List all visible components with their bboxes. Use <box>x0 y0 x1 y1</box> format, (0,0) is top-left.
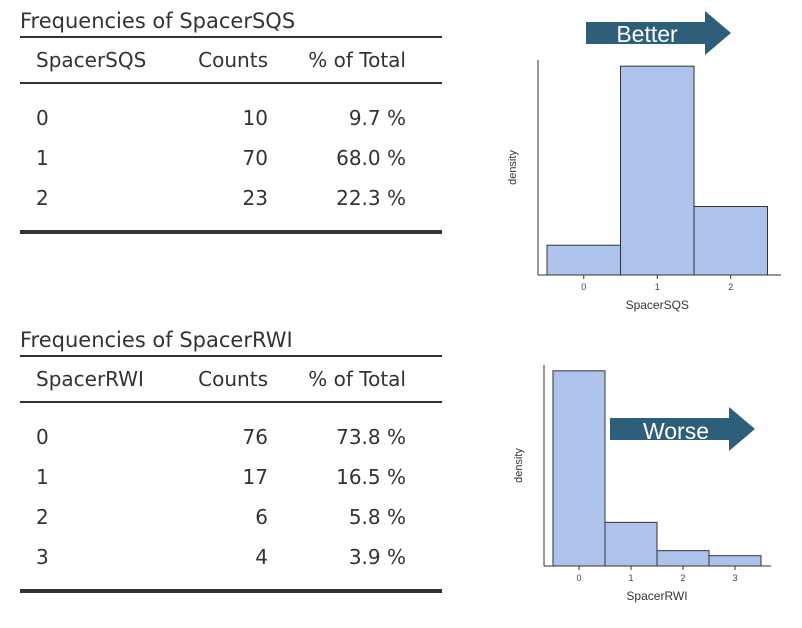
histogram-bar <box>604 521 658 567</box>
worse-arrow: Worse <box>609 406 759 456</box>
table-row: 0 10 9.7 % <box>20 98 442 138</box>
table-title: Frequencies of SpacerSQS <box>20 9 296 33</box>
table-row: 3 4 3.9 % <box>20 537 442 577</box>
table-header-row: SpacerRWI Counts % of Total <box>20 356 442 402</box>
cell-level: 2 <box>36 186 49 210</box>
y-axis-label: density <box>507 150 519 185</box>
cell-level: 1 <box>36 465 49 489</box>
cell-percent: 5.8 % <box>348 505 406 529</box>
histogram-spacerrwi: 0 1 2 3 SpacerRWI density <box>510 360 780 618</box>
histogram-spacersqs: 0 1 2 SpacerSQS density <box>500 55 790 325</box>
column-header-counts: Counts <box>198 367 268 391</box>
cell-count: 70 <box>242 146 268 170</box>
cell-count: 4 <box>255 545 268 569</box>
cell-count: 23 <box>242 186 268 210</box>
cell-percent: 68.0 % <box>336 146 406 170</box>
arrow-label: Worse <box>643 418 709 444</box>
cell-count: 17 <box>242 465 268 489</box>
cell-level: 2 <box>36 505 49 529</box>
arrow-right-icon: Better <box>586 11 731 55</box>
frequency-table-spacersqs: Frequencies of SpacerSQS SpacerSQS Count… <box>20 6 442 234</box>
column-header-counts: Counts <box>198 48 268 72</box>
x-axis-label: SpacerRWI <box>626 589 687 603</box>
better-arrow: Better <box>585 10 735 60</box>
cell-percent: 3.9 % <box>348 545 406 569</box>
cell-level: 1 <box>36 146 49 170</box>
arrow-right-icon: Worse <box>610 407 755 451</box>
cell-level: 3 <box>36 545 49 569</box>
x-tick-label: 2 <box>728 282 733 292</box>
histogram-bar <box>552 370 606 567</box>
table-row: 1 70 68.0 % <box>20 138 442 178</box>
column-header-percent: % of Total <box>308 48 406 72</box>
cell-level: 0 <box>36 425 49 449</box>
table-row: 0 76 73.8 % <box>20 417 442 457</box>
frequency-table-spacerrwi: Frequencies of SpacerRWI SpacerRWI Count… <box>20 325 442 593</box>
cell-count: 6 <box>255 505 268 529</box>
x-tick-label: 1 <box>655 282 660 292</box>
histogram-bar <box>693 206 768 276</box>
histogram-bar <box>656 550 710 567</box>
histogram-svg: 0 1 2 3 SpacerRWI density <box>513 365 771 603</box>
cell-percent: 16.5 % <box>336 465 406 489</box>
table-header-row: SpacerSQS Counts % of Total <box>20 37 442 83</box>
column-header-variable: SpacerRWI <box>36 367 144 391</box>
histogram-bar <box>546 244 621 276</box>
x-tick-label: 0 <box>581 282 586 292</box>
cell-percent: 73.8 % <box>336 425 406 449</box>
cell-count: 76 <box>242 425 268 449</box>
arrow-label: Better <box>616 21 678 47</box>
column-header-variable: SpacerSQS <box>36 48 147 72</box>
y-axis-label: density <box>513 448 525 483</box>
table-row: 1 17 16.5 % <box>20 457 442 497</box>
x-tick-label: 3 <box>732 573 737 583</box>
table-row: 2 6 5.8 % <box>20 497 442 537</box>
x-tick-label: 1 <box>628 573 633 583</box>
frequency-table: SpacerSQS Counts % of Total 0 10 9.7 % 1… <box>20 36 442 234</box>
x-axis-label: SpacerSQS <box>626 298 689 312</box>
table-row: 2 23 22.3 % <box>20 178 442 218</box>
cell-count: 10 <box>242 106 268 130</box>
histogram-bar <box>620 65 695 276</box>
cell-level: 0 <box>36 106 49 130</box>
histogram-svg: 0 1 2 SpacerSQS density <box>507 60 781 312</box>
table-title: Frequencies of SpacerRWI <box>20 328 293 352</box>
histogram-bar <box>708 555 762 567</box>
cell-percent: 22.3 % <box>336 186 406 210</box>
frequency-table: SpacerRWI Counts % of Total 0 76 73.8 % … <box>20 355 442 593</box>
column-header-percent: % of Total <box>308 367 406 391</box>
x-tick-label: 0 <box>576 573 581 583</box>
x-tick-label: 2 <box>680 573 685 583</box>
cell-percent: 9.7 % <box>348 106 406 130</box>
